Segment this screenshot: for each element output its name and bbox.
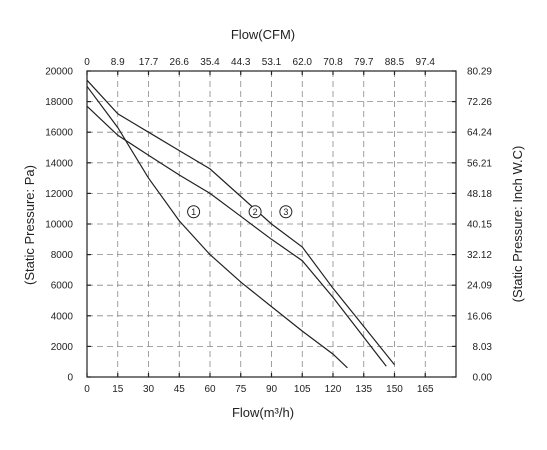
series-label-text: 2	[253, 207, 258, 217]
x-tick-label-top: 8.9	[111, 57, 125, 68]
markers-layer: 1 2 3	[187, 205, 293, 219]
series-label-circle	[279, 205, 293, 219]
series-curve-2	[86, 105, 387, 367]
y-tick-label-left: 8000	[51, 250, 74, 261]
x-tick-label-bottom: 165	[417, 384, 434, 395]
x-tick-label-top: 17.7	[139, 57, 159, 68]
y-axis-title-left: (Static Pressure: Pa)	[22, 165, 37, 285]
y-tick-label-right: 48.18	[467, 189, 492, 200]
y-tick-label-right: 80.29	[467, 67, 492, 78]
y-tick-label-left: 10000	[45, 220, 73, 231]
y-tick-label-left: 14000	[45, 158, 73, 169]
x-tick-label-top: 62.0	[293, 57, 313, 68]
y-tick-label-left: 20000	[45, 67, 73, 78]
series-curve-3	[86, 79, 395, 366]
series-layer	[86, 79, 395, 369]
x-tick-label-top: 26.6	[170, 57, 190, 68]
y-tick-label-right: 0.00	[473, 373, 493, 384]
y-axis-title-right: (Static Pressure: Inch W.C)	[510, 146, 525, 303]
y-tick-label-left: 12000	[45, 189, 73, 200]
x-tick-label-bottom: 120	[325, 384, 342, 395]
series-label-2: 2	[248, 205, 262, 219]
series-label-circle	[248, 205, 262, 219]
y-tick-label-right: 56.21	[467, 158, 492, 169]
x-tick-label-bottom: 45	[174, 384, 186, 395]
x-tick-label-top: 97.4	[416, 57, 436, 68]
x-tick-label-top: 35.4	[200, 57, 220, 68]
y-tick-label-left: 2000	[51, 342, 74, 353]
y-tick-label-left: 6000	[51, 281, 74, 292]
x-tick-label-bottom: 0	[84, 384, 90, 395]
y-tick-label-left: 4000	[51, 311, 74, 322]
y-tick-label-left: 18000	[45, 97, 73, 108]
series-label-3: 3	[279, 205, 293, 219]
y-tick-label-right: 32.12	[467, 250, 492, 261]
x-axis-title-bottom: Flow(m³/h)	[232, 405, 294, 420]
y-tick-label-right: 40.15	[467, 220, 492, 231]
x-tick-label-bottom: 60	[204, 384, 216, 395]
y-tick-label-left: 16000	[45, 128, 73, 139]
x-tick-label-top: 53.1	[262, 57, 282, 68]
x-tick-label-bottom: 90	[266, 384, 278, 395]
y-tick-label-right: 24.09	[467, 281, 492, 292]
series-label-text: 1	[191, 207, 196, 217]
x-tick-label-bottom: 135	[355, 384, 372, 395]
x-tick-label-top: 88.5	[385, 57, 405, 68]
x-tick-label-bottom: 75	[235, 384, 247, 395]
series-label-1: 1	[187, 205, 201, 219]
y-tick-label-right: 16.06	[467, 311, 492, 322]
x-tick-label-bottom: 105	[294, 384, 311, 395]
x-tick-label-bottom: 30	[143, 384, 155, 395]
y-tick-label-left: 0	[67, 373, 73, 384]
x-tick-label-top: 44.3	[231, 57, 251, 68]
series-label-text: 3	[283, 207, 288, 217]
x-tick-label-top: 70.8	[323, 57, 343, 68]
x-tick-label-bottom: 15	[112, 384, 124, 395]
x-tick-label-top: 79.7	[354, 57, 374, 68]
x-tick-label-bottom: 150	[386, 384, 403, 395]
x-axis-title-top: Flow(CFM)	[231, 27, 295, 42]
series-label-circle	[187, 205, 201, 219]
x-tick-label-top: 0	[84, 57, 90, 68]
series-curve-1	[86, 85, 348, 369]
y-tick-label-right: 8.03	[473, 342, 493, 353]
y-tick-label-right: 72.26	[467, 97, 492, 108]
y-tick-label-right: 64.24	[467, 128, 492, 139]
